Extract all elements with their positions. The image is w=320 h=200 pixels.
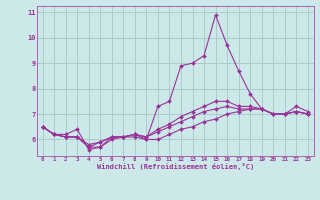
X-axis label: Windchill (Refroidissement éolien,°C): Windchill (Refroidissement éolien,°C)	[97, 163, 254, 170]
